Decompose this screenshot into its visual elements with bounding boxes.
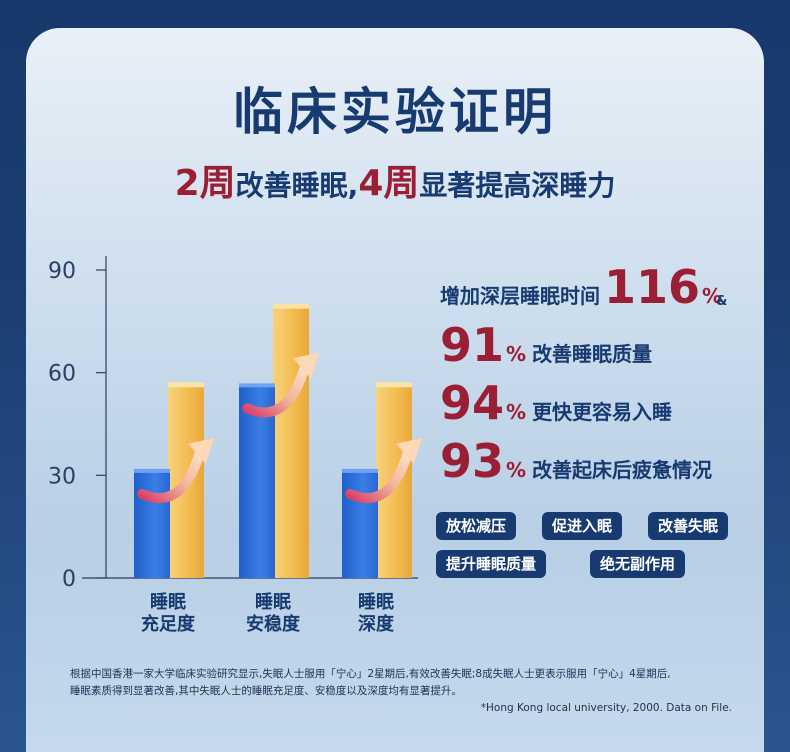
stat-item-value: 91: [440, 318, 505, 372]
category-label: 充足度: [141, 613, 196, 635]
stat-item-unit: %: [506, 458, 527, 482]
stat-item-text: 更快更容易入睡: [532, 400, 673, 424]
category-label: 睡眠: [358, 592, 394, 613]
category-label: 睡眠: [150, 592, 186, 613]
bar-blue: [239, 386, 275, 578]
bar-blue: [342, 471, 378, 578]
bar-blue-top: [342, 468, 378, 473]
footnote-line-1: 根据中国香港一家大学临床实验研究显示,失眠人士服用「宁心」2星期后,有效改善失眠…: [70, 668, 671, 680]
subtitle-number-1: 2周: [174, 163, 236, 204]
stat-main-value: 116: [604, 260, 701, 314]
bar-gold-top: [376, 382, 412, 388]
bar-blue: [134, 471, 170, 578]
trend-arrow: [137, 446, 205, 503]
stat-item-text: 改善睡眠质量: [532, 342, 653, 366]
badge-relax: 放松减压: [436, 512, 517, 540]
source-note: *Hong Kong local university, 2000. Data …: [480, 702, 732, 714]
stat-item: 91 % 改善睡眠质量: [440, 322, 760, 380]
bar-gold: [273, 307, 309, 578]
bar-blue-top: [134, 468, 170, 473]
trend-arrow: [345, 446, 413, 503]
y-tick-label: 30: [48, 464, 76, 489]
subtitle-text-2: 显著提高深睡力: [419, 169, 616, 202]
page-subtitle: 2周改善睡眠,4周显著提高深睡力: [26, 154, 764, 206]
stat-item-unit: %: [506, 342, 527, 366]
bar-gold-top: [273, 303, 309, 309]
footnote-line-2: 睡眠素质得到显著改善,其中失眠人士的睡眠充足度、安稳度以及深度均有显著提升。: [70, 685, 462, 697]
y-tick-label: 0: [62, 567, 76, 592]
badge-sleep-onset: 促进入眠: [542, 512, 623, 540]
footnote: 根据中国香港一家大学临床实验研究显示,失眠人士服用「宁心」2星期后,有效改善失眠…: [70, 666, 750, 700]
stat-main-text: 增加深层睡眠时间: [440, 284, 600, 308]
category-label: 安稳度: [246, 613, 301, 635]
stat-item: 94 % 更快更容易入睡: [440, 380, 760, 438]
stat-main: 增加深层睡眠时间 116 %: [440, 264, 760, 322]
category-label: 深度: [358, 613, 395, 635]
badge-sleep-quality: 提升睡眠质量: [436, 550, 547, 578]
stat-item-unit: %: [506, 400, 527, 424]
stats-panel: 增加深层睡眠时间 116 % 91 % 改善睡眠质量 94 % 更快更容易入睡 …: [440, 264, 760, 496]
y-tick-label: 60: [48, 362, 76, 387]
badge-insomnia: 改善失眠: [648, 512, 729, 540]
trend-arrow: [242, 361, 310, 418]
bar-gold-top: [168, 382, 204, 388]
y-tick-label: 90: [48, 259, 76, 284]
stat-main-note: &: [716, 294, 728, 309]
main-card: 临床实验证明 2周改善睡眠,4周显著提高深睡力 0 30 60 90 睡眠 充足度 睡眠 安稳…: [26, 28, 764, 752]
trend-arrowhead: [396, 437, 422, 464]
stat-item: 93 % 改善起床后疲惫情况: [440, 438, 760, 496]
subtitle-number-2: 4周: [358, 163, 420, 204]
stat-item-text: 改善起床后疲惫情况: [532, 458, 713, 482]
stat-item-value: 93: [440, 434, 505, 488]
trend-arrowhead: [293, 352, 319, 379]
stat-main-unit: %: [702, 284, 723, 308]
bar-blue-top: [239, 383, 275, 388]
subtitle-text-1: 改善睡眠,: [235, 169, 359, 202]
stat-item-value: 94: [440, 376, 505, 430]
page-title: 临床实验证明: [233, 83, 557, 141]
trend-arrowhead: [188, 437, 214, 464]
badge-no-side-effects: 绝无副作用: [590, 550, 686, 578]
category-label: 睡眠: [255, 592, 291, 613]
